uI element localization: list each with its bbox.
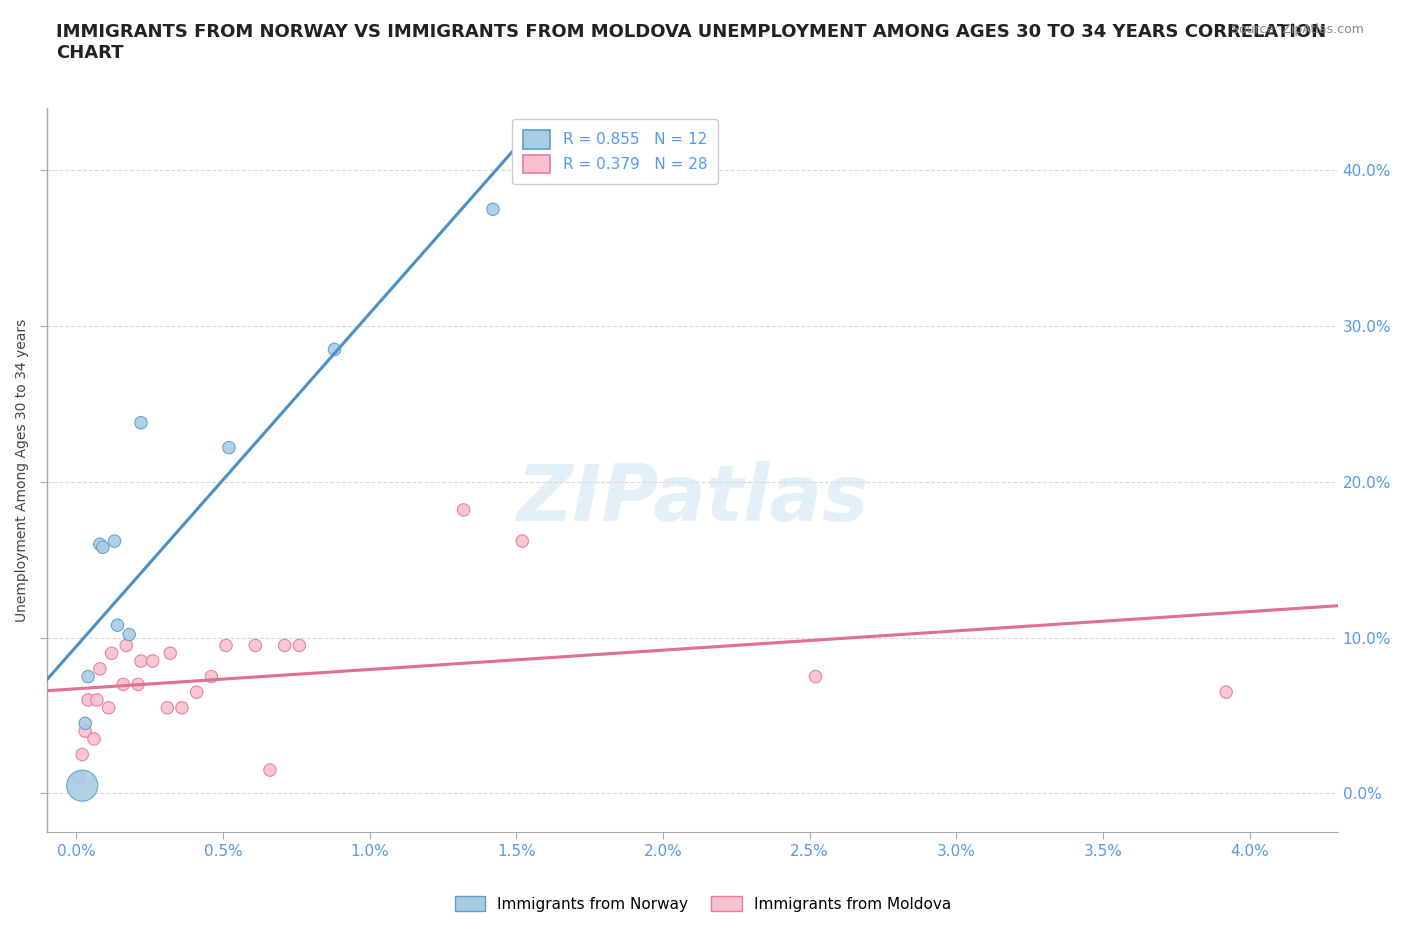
Point bbox=[259, 763, 281, 777]
Point bbox=[86, 693, 108, 708]
Point bbox=[97, 700, 120, 715]
Point bbox=[72, 778, 94, 793]
Point bbox=[91, 540, 114, 555]
Point bbox=[100, 645, 122, 660]
Point bbox=[129, 654, 152, 669]
Point bbox=[170, 700, 193, 715]
Point bbox=[75, 724, 97, 738]
Point bbox=[83, 732, 105, 747]
Point bbox=[215, 638, 238, 653]
Point bbox=[103, 534, 125, 549]
Point bbox=[804, 670, 827, 684]
Point bbox=[482, 202, 505, 217]
Point bbox=[156, 700, 179, 715]
Point bbox=[75, 716, 97, 731]
Point bbox=[218, 440, 240, 455]
Point bbox=[67, 770, 90, 785]
Point bbox=[453, 502, 475, 517]
Point bbox=[510, 534, 533, 549]
Legend: R = 0.855   N = 12, R = 0.379   N = 28: R = 0.855 N = 12, R = 0.379 N = 28 bbox=[512, 119, 717, 184]
Text: ZIPatlas: ZIPatlas bbox=[516, 461, 869, 538]
Text: Source: ZipAtlas.com: Source: ZipAtlas.com bbox=[1230, 23, 1364, 36]
Point bbox=[273, 638, 295, 653]
Point bbox=[159, 645, 181, 660]
Point bbox=[107, 618, 129, 632]
Point bbox=[288, 638, 311, 653]
Point bbox=[118, 627, 141, 642]
Point bbox=[129, 415, 152, 430]
Point bbox=[186, 684, 208, 699]
Legend: Immigrants from Norway, Immigrants from Moldova: Immigrants from Norway, Immigrants from … bbox=[449, 889, 957, 918]
Y-axis label: Unemployment Among Ages 30 to 34 years: Unemployment Among Ages 30 to 34 years bbox=[15, 319, 30, 622]
Point bbox=[1215, 684, 1237, 699]
Point bbox=[245, 638, 267, 653]
Point bbox=[200, 670, 222, 684]
Point bbox=[142, 654, 165, 669]
Point bbox=[77, 693, 100, 708]
Point bbox=[112, 677, 135, 692]
Point bbox=[89, 537, 111, 551]
Point bbox=[115, 638, 138, 653]
Point bbox=[77, 670, 100, 684]
Point bbox=[72, 747, 94, 762]
Point bbox=[127, 677, 149, 692]
Text: IMMIGRANTS FROM NORWAY VS IMMIGRANTS FROM MOLDOVA UNEMPLOYMENT AMONG AGES 30 TO : IMMIGRANTS FROM NORWAY VS IMMIGRANTS FRO… bbox=[56, 23, 1326, 62]
Point bbox=[89, 661, 111, 676]
Point bbox=[323, 342, 346, 357]
